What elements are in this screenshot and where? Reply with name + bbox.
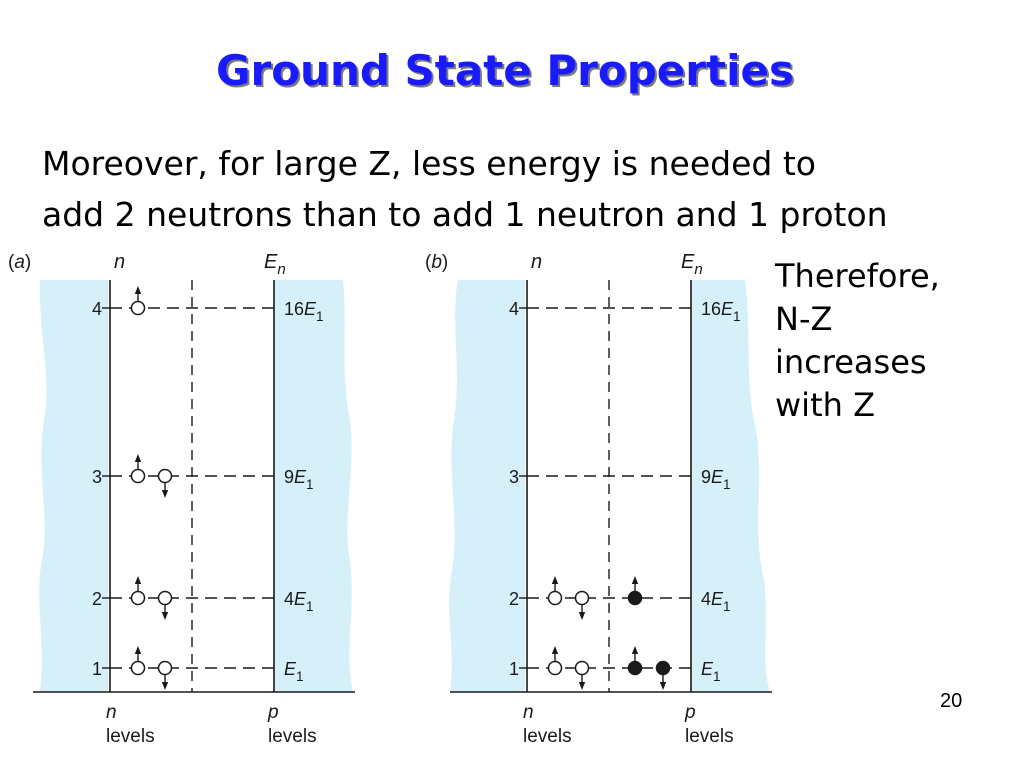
panel-a-level-4-neutron-1-spin-up-arrow-head: [134, 286, 142, 294]
panel-a-level-2-energy-label: 4E1: [284, 589, 314, 614]
side-note-line-1: Therefore,: [775, 257, 940, 295]
panel-b-level-1-proton-1: [627, 660, 643, 676]
panel-a-level-1-neutron-2: [157, 660, 173, 676]
panel-a-level-1-energy-label: E1: [284, 659, 304, 684]
side-note-line-2: N-Z: [775, 300, 833, 338]
panel-a-proton-well: [273, 280, 353, 692]
panel-a-energy-header: En: [264, 251, 286, 278]
intro-line-1: Moreover, for large Z, less energy is ne…: [42, 144, 816, 183]
intro-line-2: add 2 neutrons than to add 1 neutron and…: [42, 195, 888, 234]
panel-b-level-1-neutron-1-spin-up-arrow-head: [551, 646, 559, 654]
panel-a-level-3-neutron-2-spin-down-arrow-head: [161, 490, 169, 498]
panel-a-level-2-number: 2: [92, 589, 102, 609]
panel-b-neutron-well: [449, 280, 525, 692]
panel-b-level-2-proton-1: [627, 590, 643, 606]
panel-a-level-3-neutron-1: [130, 468, 146, 484]
panel-a-level-4-number: 4: [92, 299, 102, 319]
panel-b-level-1-proton-2-spin-down-arrow-head: [659, 682, 667, 690]
panel-b-level-2-neutron-2: [574, 590, 590, 606]
panel-b-bottom-right-var: p: [684, 702, 696, 723]
panel-a-bottom-right-var: p: [267, 702, 279, 723]
panel-a-level-1-neutron-2-spin-down-arrow-head: [161, 682, 169, 690]
panel-b-level-2-energy-label: 4E1: [701, 589, 731, 614]
panel-b-level-2-proton-1-spin-up-arrow-head: [631, 576, 639, 584]
panel-b-level-3-energy-label: 9E1: [701, 467, 731, 492]
panel-a-level-3-energy-label: 9E1: [284, 467, 314, 492]
panel-a-level-2-neutron-1: [130, 590, 146, 606]
panel-a-n-header: n: [114, 251, 125, 273]
panel-a-neutron-well: [39, 280, 108, 692]
panel-b-level-4-energy-label: 16E1: [701, 299, 741, 324]
panel-a-label: (a): [8, 252, 31, 273]
panel-a-level-2-neutron-1-spin-up-arrow-head: [134, 576, 142, 584]
panel-a-bottom-right-word: levels: [268, 726, 317, 747]
panel-b-level-2-neutron-2-spin-down-arrow-head: [578, 612, 586, 620]
panel-b-bottom-left-word: levels: [523, 726, 572, 747]
panel-a-level-3-neutron-1-spin-up-arrow-head: [134, 454, 142, 462]
panel-a-level-3-number: 3: [92, 467, 102, 487]
side-note-line-4: with Z: [775, 386, 875, 424]
panel-b-level-1-neutron-2: [574, 660, 590, 676]
panel-b-level-1-proton-1-spin-up-arrow-head: [631, 646, 639, 654]
panel-b-proton-well: [690, 280, 770, 692]
panel-b-level-2-number: 2: [509, 589, 519, 609]
panel-a-bottom-left-var: n: [106, 702, 117, 723]
panel-b-level-1-neutron-2-spin-down-arrow-head: [578, 682, 586, 690]
panel-a-level-2-neutron-2: [157, 590, 173, 606]
side-note: Therefore, N-Z increases with Z: [775, 255, 940, 427]
panel-b-bottom-left-var: n: [523, 702, 534, 723]
panel-b-level-3-number: 3: [509, 467, 519, 487]
panel-a-level-4-neutron-1: [130, 300, 146, 316]
panel-b-level-4-number: 4: [509, 299, 519, 319]
panel-a-level-4-energy-label: 16E1: [284, 299, 324, 324]
panel-b-label: (b): [425, 252, 448, 273]
panel-a-level-1-number: 1: [92, 659, 102, 679]
panel-a-level-3-neutron-2: [157, 468, 173, 484]
panel-b-level-1-energy-label: E1: [701, 659, 721, 684]
page-number: 20: [940, 690, 963, 712]
panel-b-n-header: n: [531, 251, 542, 273]
side-note-line-3: increases: [775, 343, 927, 381]
panel-a-level-1-neutron-1-spin-up-arrow-head: [134, 646, 142, 654]
panel-b-bottom-right-word: levels: [685, 726, 734, 747]
panel-b-level-2-neutron-1-spin-up-arrow-head: [551, 576, 559, 584]
panel-b-level-1-neutron-1: [547, 660, 563, 676]
panel-a-level-2-neutron-2-spin-down-arrow-head: [161, 612, 169, 620]
panel-a-bottom-left-word: levels: [106, 726, 155, 747]
panel-b-energy-header: En: [681, 251, 703, 278]
panel-a-level-1-neutron-1: [130, 660, 146, 676]
panel-b-level-1-number: 1: [509, 659, 519, 679]
slide-title: Ground State Properties: [216, 46, 794, 95]
panel-b-level-2-neutron-1: [547, 590, 563, 606]
panel-b-level-1-proton-2: [655, 660, 671, 676]
